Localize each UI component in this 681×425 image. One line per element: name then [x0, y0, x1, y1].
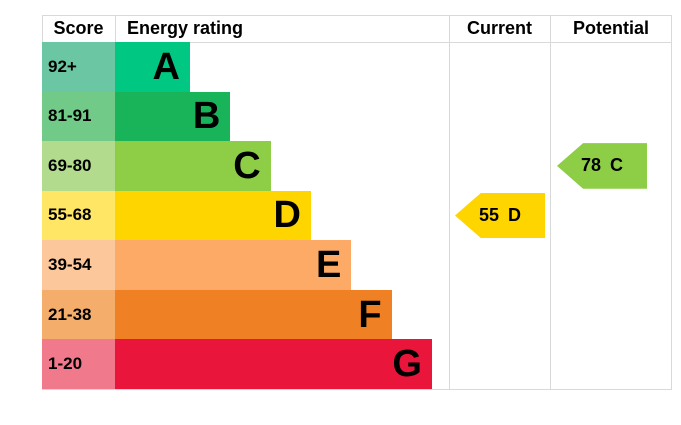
current-rating-value: 55: [478, 204, 500, 225]
rating-bar-f: F: [115, 289, 392, 340]
rating-bar-d: D: [115, 190, 311, 241]
column-header-potential: Potential: [572, 18, 649, 38]
score-rating-separator: [115, 15, 116, 42]
potential-rating-letter: C: [610, 155, 624, 176]
current-potential-separator: [550, 15, 551, 390]
epc-band-row-g: 1-20 G: [42, 339, 672, 389]
score-range-label: 55-68: [42, 190, 115, 241]
epc-band-row-d: 55-68 D: [42, 190, 672, 241]
band-letter: B: [192, 95, 221, 138]
score-range-label: 92+: [42, 42, 115, 92]
column-header-current: Current: [466, 18, 532, 38]
score-range-label: 81-91: [42, 91, 115, 142]
table-top-border: [42, 15, 672, 16]
current-rating-letter: D: [508, 204, 522, 225]
score-range-label: 1-20: [42, 339, 115, 389]
band-letter: C: [233, 144, 261, 187]
band-letter: G: [392, 343, 422, 386]
band-letter: F: [358, 293, 382, 336]
rating-bar-a: A: [115, 42, 190, 92]
epc-band-row-e: 39-54 E: [42, 240, 672, 290]
epc-band-row-f: 21-38 F: [42, 289, 672, 340]
header-left-border: [42, 15, 43, 42]
band-letter: A: [152, 45, 180, 88]
epc-band-row-c: 69-80 C: [42, 141, 672, 191]
potential-rating-value: 78: [580, 155, 602, 176]
band-letter: E: [315, 244, 342, 287]
column-header-energy-rating: Energy rating: [127, 18, 244, 38]
epc-table: Score Energy rating Current Potential 92…: [42, 15, 672, 390]
table-right-border: [671, 15, 672, 390]
band-letter: D: [273, 194, 301, 237]
rating-bar-e: E: [115, 240, 352, 290]
rating-bar-b: B: [115, 91, 231, 142]
epc-band-row-a: 92+ A: [42, 42, 672, 92]
rating-bar-g: G: [115, 339, 432, 389]
rating-bar-c: C: [115, 141, 271, 191]
score-range-label: 69-80: [42, 141, 115, 191]
rating-current-separator: [449, 15, 450, 390]
epc-band-row-b: 81-91 B: [42, 91, 672, 142]
score-range-label: 39-54: [42, 240, 115, 290]
score-range-label: 21-38: [42, 289, 115, 340]
header-bottom-border: [42, 42, 672, 43]
column-header-score: Score: [53, 18, 104, 38]
table-bottom-border: [42, 389, 672, 390]
